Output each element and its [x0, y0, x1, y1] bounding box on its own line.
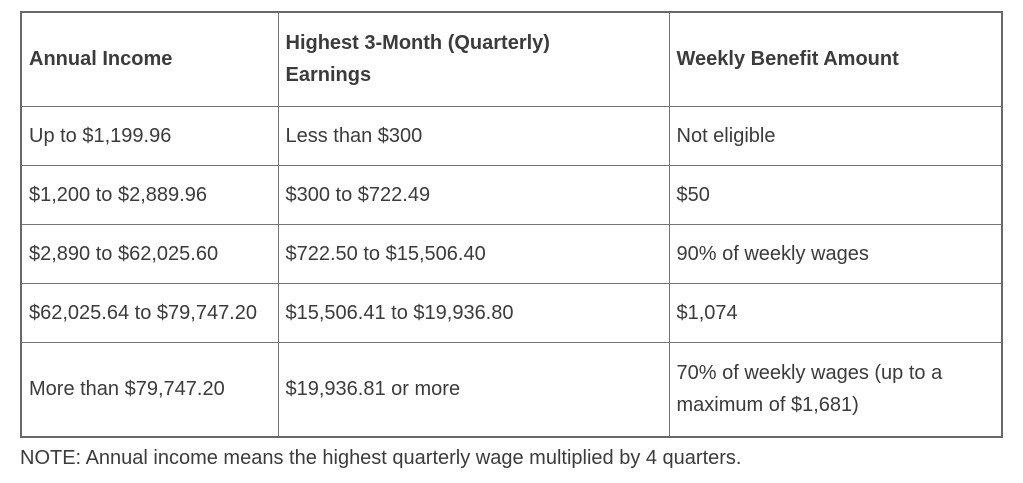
cell-weekly-benefit-4: $1,074	[668, 282, 1003, 343]
column-header-weekly-benefit: Weekly Benefit Amount	[668, 11, 1003, 107]
cell-weekly-benefit-5: 70% of weekly wages (up to a maximum of …	[668, 341, 1003, 438]
cell-weekly-benefit-2: $50	[668, 164, 1003, 225]
cell-weekly-benefit-3: 90% of weekly wages	[668, 223, 1003, 284]
header-row: Annual Income Highest 3-Month (Quarterly…	[20, 11, 1003, 107]
note-text: NOTE: Annual income means the highest qu…	[20, 447, 742, 469]
cell-quarterly-earnings-5: $19,936.81 or more	[277, 341, 670, 438]
cell-quarterly-earnings-3: $722.50 to $15,506.40	[277, 223, 670, 284]
cell-quarterly-earnings-1: Less than $300	[277, 105, 670, 166]
cell-weekly-benefit-1: Not eligible	[668, 105, 1003, 166]
table-row: $1,200 to $2,889.96 $300 to $722.49 $50	[20, 164, 1003, 225]
cell-weekly-benefit-5-label: 70% of weekly wages (up to a maximum of …	[676, 362, 943, 417]
cell-annual-income-1: Up to $1,199.96	[20, 105, 279, 166]
cell-annual-income-2: $1,200 to $2,889.96	[20, 164, 279, 225]
column-header-quarterly-earnings: Highest 3-Month (Quarterly) Earnings	[277, 11, 670, 107]
cell-annual-income-5: More than $79,747.20	[20, 341, 279, 438]
cell-annual-income-3: $2,890 to $62,025.60	[20, 223, 279, 284]
cell-quarterly-earnings-2: $300 to $722.49	[277, 164, 670, 225]
column-header-quarterly-earnings-label: Highest 3-Month (Quarterly) Earnings	[285, 32, 550, 87]
table-row: Up to $1,199.96 Less than $300 Not eligi…	[20, 105, 1003, 166]
column-header-annual-income: Annual Income	[20, 11, 279, 107]
weekly-benefit-table: Annual Income Highest 3-Month (Quarterly…	[20, 11, 1003, 438]
table-row: More than $79,747.20 $19,936.81 or more …	[20, 341, 1003, 438]
table-row: $62,025.64 to $79,747.20 $15,506.41 to $…	[20, 282, 1003, 343]
cell-annual-income-4: $62,025.64 to $79,747.20	[20, 282, 279, 343]
page: Annual Income Highest 3-Month (Quarterly…	[20, 11, 1003, 469]
table-row: $2,890 to $62,025.60 $722.50 to $15,506.…	[20, 223, 1003, 284]
cell-quarterly-earnings-4: $15,506.41 to $19,936.80	[277, 282, 670, 343]
